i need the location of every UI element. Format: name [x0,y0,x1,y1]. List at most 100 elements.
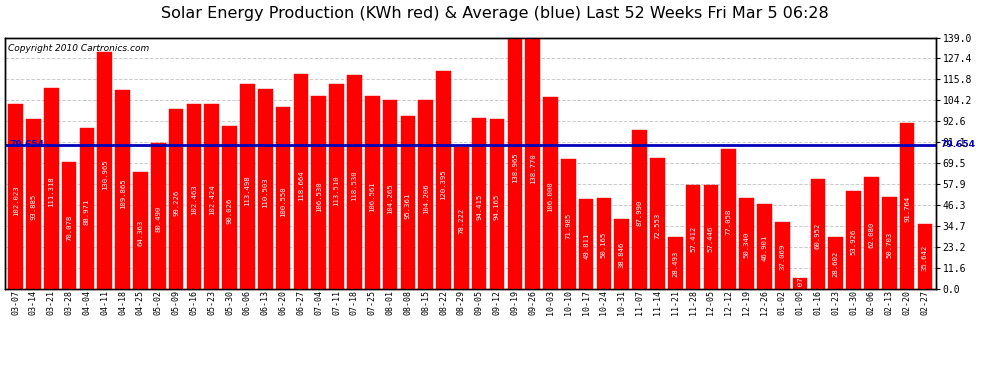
Text: 50.703: 50.703 [886,232,892,258]
Text: 80.490: 80.490 [155,206,161,232]
Text: 88.971: 88.971 [84,198,90,225]
Bar [419,100,433,289]
Bar [97,52,112,289]
Text: 110.503: 110.503 [262,177,268,208]
Bar [633,130,646,289]
Bar [330,84,344,289]
Bar [365,96,379,289]
Bar [900,123,915,289]
Bar [704,185,718,289]
Bar [383,100,397,289]
Bar [615,219,629,289]
Text: 100.550: 100.550 [280,186,286,217]
Bar [276,107,290,289]
Text: 79.654: 79.654 [10,140,45,149]
Bar [133,172,148,289]
Text: 70.078: 70.078 [66,215,72,241]
Bar [401,116,415,289]
Bar [347,75,361,289]
Text: 104.206: 104.206 [423,183,429,214]
Bar [722,150,736,289]
Bar [205,104,219,289]
Text: 102.424: 102.424 [209,184,215,215]
Bar [61,162,76,289]
Bar [650,158,664,289]
Bar [79,128,94,289]
Text: 95.361: 95.361 [405,193,411,219]
Bar [241,84,254,289]
Bar [864,177,879,289]
Text: 57.446: 57.446 [708,226,714,252]
Text: 28.602: 28.602 [833,251,839,277]
Text: Copyright 2010 Cartronics.com: Copyright 2010 Cartronics.com [8,44,148,53]
Bar [8,104,23,289]
Text: 50.165: 50.165 [601,232,607,258]
Bar [775,222,790,289]
Text: 71.985: 71.985 [565,213,571,239]
Text: 91.764: 91.764 [904,196,910,222]
Bar [223,126,237,289]
Text: 64.363: 64.363 [138,220,144,246]
Bar [294,74,308,289]
Bar [846,191,861,289]
Text: 93.885: 93.885 [31,194,37,220]
Text: 113.498: 113.498 [245,175,250,206]
Bar [579,199,593,289]
Bar [312,96,326,289]
Text: 106.561: 106.561 [369,181,375,212]
Bar [26,119,41,289]
Text: 28.493: 28.493 [672,251,678,277]
Text: 130.965: 130.965 [102,160,108,190]
Bar [740,198,754,289]
Text: 90.026: 90.026 [227,198,233,224]
Text: 50.340: 50.340 [743,232,749,258]
Text: 106.000: 106.000 [547,182,553,212]
Text: 78.222: 78.222 [458,208,464,234]
Text: 94.165: 94.165 [494,194,500,220]
Text: 87.990: 87.990 [637,199,643,225]
Text: 106.530: 106.530 [316,181,322,212]
Bar [544,97,557,289]
Text: 138.965: 138.965 [512,153,518,183]
Text: 113.510: 113.510 [334,175,340,206]
Bar [258,89,272,289]
Bar [668,237,682,289]
Bar [561,159,575,289]
Bar [526,38,540,289]
Bar [472,118,486,289]
Text: Solar Energy Production (KWh red) & Average (blue) Last 52 Weeks Fri Mar 5 06:28: Solar Energy Production (KWh red) & Aver… [161,6,829,21]
Bar [811,178,826,289]
Text: 37.069: 37.069 [779,243,785,270]
Text: 94.415: 94.415 [476,194,482,220]
Bar [490,118,504,289]
Bar [829,237,843,289]
Bar [686,185,700,289]
Bar [186,104,201,289]
Bar [168,110,183,289]
Text: 111.318: 111.318 [49,177,54,207]
Text: 120.395: 120.395 [441,169,446,200]
Bar [437,71,450,289]
Text: 109.865: 109.865 [120,178,126,209]
Text: 62.080: 62.080 [868,222,874,248]
Text: 99.226: 99.226 [173,189,179,216]
Text: 46.901: 46.901 [761,235,767,261]
Text: 6.079: 6.079 [797,273,803,294]
Bar [508,38,522,289]
Bar [115,90,130,289]
Bar [918,224,933,289]
Text: 35.642: 35.642 [922,245,928,271]
Text: 38.846: 38.846 [619,242,625,268]
Text: 57.412: 57.412 [690,226,696,252]
Text: 79.654: 79.654 [940,140,975,149]
Text: 53.926: 53.926 [850,229,856,255]
Text: 77.058: 77.058 [726,209,732,235]
Bar [454,147,468,289]
Text: 104.265: 104.265 [387,183,393,214]
Text: 72.553: 72.553 [654,213,660,239]
Bar [882,197,897,289]
Text: 138.770: 138.770 [530,153,536,184]
Text: 102.023: 102.023 [13,185,19,216]
Text: 118.664: 118.664 [298,171,304,201]
Bar [793,278,808,289]
